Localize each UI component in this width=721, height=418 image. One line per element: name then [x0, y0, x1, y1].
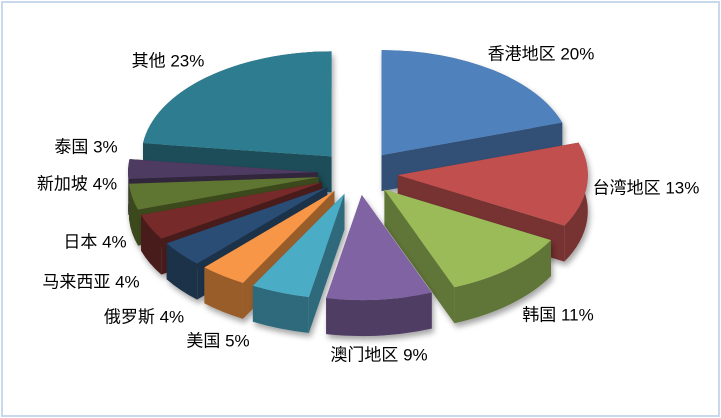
pie-slice-top: [129, 177, 319, 210]
pie-slice-4-slice: [252, 193, 345, 333]
pie-slices-group: [128, 50, 588, 337]
pie-slice-rim: [141, 214, 162, 275]
pie-slice-top: [143, 51, 332, 157]
pie-slice-rim: [129, 183, 139, 246]
pie-slice-top: [166, 187, 328, 264]
pie-chart: 香港地区 20% 台湾地区 13% 韩国 11% 澳门地区 9% 美国 5% 俄罗斯 4%…: [3, 3, 720, 417]
pie-slice-top: [141, 182, 322, 239]
pie-slice-side: [141, 182, 322, 251]
pie-slice-top: [384, 189, 551, 288]
pie-slice-2-slice: [384, 189, 551, 324]
pie-slice-rim: [252, 285, 309, 333]
pie-slice-top: [326, 195, 432, 301]
pie-slice-side: [384, 189, 455, 324]
pie-slice-top: [381, 50, 563, 156]
pie-slice-top: [128, 159, 319, 179]
pie-slice-rim: [166, 243, 198, 300]
pie-plot: [128, 50, 588, 337]
pie-slice-top: [252, 193, 345, 297]
pie-slice-top: [397, 142, 588, 226]
pie-slice-top: [204, 190, 335, 283]
pie-slice-rim: [454, 240, 551, 324]
pie-slice-rim: [204, 267, 243, 319]
pie-slice-rim: [326, 292, 432, 337]
pie-slice-3-slice: [326, 195, 432, 337]
